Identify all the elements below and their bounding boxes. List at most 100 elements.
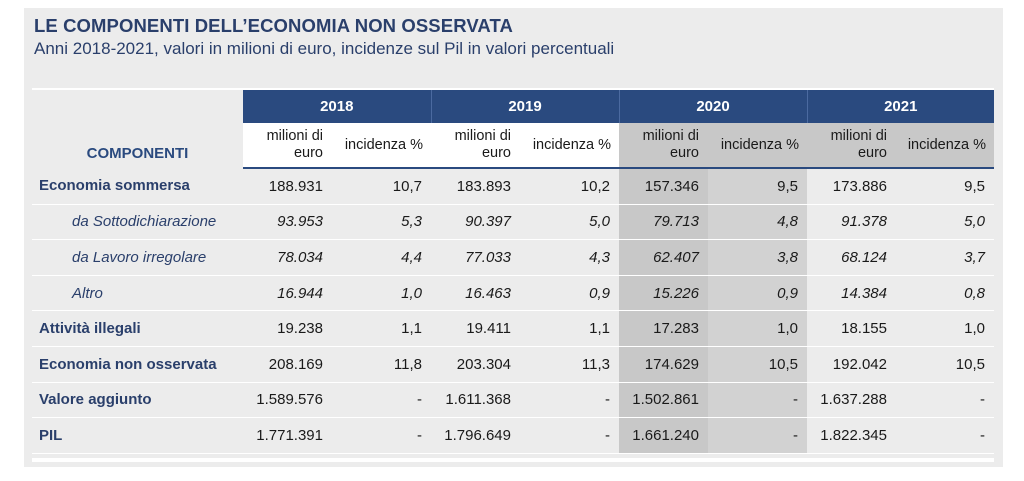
year-header: 2019 [430, 90, 619, 123]
row-label: Altro [32, 275, 243, 312]
value-cell: 14.384 [807, 275, 896, 312]
value-cell: 93.953 [243, 204, 332, 241]
value-cell: 1.661.240 [619, 417, 708, 454]
data-table: COMPONENTI 2018 2019 2020 2021 milioni d… [32, 88, 994, 454]
pct-cell: - [332, 417, 431, 454]
pct-cell: 5,0 [896, 204, 994, 241]
value-cell: 19.411 [431, 310, 520, 347]
value-cell: 1.796.649 [431, 417, 520, 454]
row-label: Valore aggiunto [32, 382, 243, 419]
row-label: Attività illegali [32, 310, 243, 347]
row-label: da Sottodichiarazione [32, 204, 243, 241]
value-cell: 203.304 [431, 346, 520, 383]
value-cell: 157.346 [619, 168, 708, 205]
pct-cell: 10,5 [896, 346, 994, 383]
pct-cell: 4,8 [708, 204, 807, 241]
pct-cell: 11,8 [332, 346, 431, 383]
sub-header-row: milioni di euro incidenza % milioni di eur… [32, 123, 994, 169]
pct-cell: 10,5 [708, 346, 807, 383]
value-cell: 188.931 [243, 168, 332, 205]
table-row: da Lavoro irregolare 78.034 4,4 77.033 4,3 62… [32, 239, 994, 276]
table-row: da Sottodichiarazione 93.953 5,3 90.397 5,0 7… [32, 204, 994, 241]
value-cell: 1.771.391 [243, 417, 332, 454]
value-cell: 1.502.861 [619, 382, 708, 419]
value-cell: 1.637.288 [807, 382, 896, 419]
value-cell: 62.407 [619, 239, 708, 276]
pct-cell: 3,8 [708, 239, 807, 276]
pct-cell: 0,9 [708, 275, 807, 312]
pct-cell: - [332, 382, 431, 419]
pct-subheader: incidenza % [520, 123, 619, 169]
year-header: 2020 [618, 90, 807, 123]
value-cell: 1.589.576 [243, 382, 332, 419]
table-row: Economia sommersa 188.931 10,7 183.893 10,2 1… [32, 168, 994, 205]
value-cell: 1.822.345 [807, 417, 896, 454]
pct-cell: 1,1 [332, 310, 431, 347]
pct-cell: 10,2 [520, 168, 619, 205]
row-label: da Lavoro irregolare [32, 239, 243, 276]
value-cell: 19.238 [243, 310, 332, 347]
value-cell: 16.944 [243, 275, 332, 312]
pct-cell: 0,8 [896, 275, 994, 312]
table-row: PIL 1.771.391-1.796.649-1.661.240-1.822.3… [32, 417, 994, 454]
value-subheader: milioni di euro [243, 123, 332, 169]
pct-cell: 5,3 [332, 204, 431, 241]
pct-subheader: incidenza % [896, 123, 994, 169]
value-cell: 17.283 [619, 310, 708, 347]
value-cell: 174.629 [619, 346, 708, 383]
value-subheader: milioni di euro [807, 123, 896, 169]
value-cell: 192.042 [807, 346, 896, 383]
pct-cell: - [520, 417, 619, 454]
table-body: Economia sommersa 188.931 10,7 183.893 10,2 1… [32, 168, 994, 454]
pct-cell: 1,0 [708, 310, 807, 347]
pct-subheader: incidenza % [332, 123, 431, 169]
row-label: PIL [32, 417, 243, 454]
value-cell: 79.713 [619, 204, 708, 241]
pct-cell: - [896, 417, 994, 454]
pct-cell: 0,9 [520, 275, 619, 312]
value-subheader: milioni di euro [619, 123, 708, 169]
pct-cell: 5,0 [520, 204, 619, 241]
pct-cell: 1,0 [332, 275, 431, 312]
value-cell: 1.611.368 [431, 382, 520, 419]
value-cell: 183.893 [431, 168, 520, 205]
table-panel: LE COMPONENTI DELL’ECONOMIA NON OSSERVAT… [24, 8, 1003, 467]
pct-cell: 9,5 [896, 168, 994, 205]
value-cell: 90.397 [431, 204, 520, 241]
pct-cell: 1,1 [520, 310, 619, 347]
year-header: 2021 [806, 90, 994, 123]
pct-cell: 10,7 [332, 168, 431, 205]
year-header-row: COMPONENTI 2018 2019 2020 2021 [32, 90, 994, 168]
value-cell: 68.124 [807, 239, 896, 276]
value-cell: 91.378 [807, 204, 896, 241]
table-title: LE COMPONENTI DELL’ECONOMIA NON OSSERVAT… [34, 15, 513, 36]
value-cell: 15.226 [619, 275, 708, 312]
pct-subheader: incidenza % [708, 123, 807, 169]
table-row: Attività illegali 19.238 1,1 19.411 1,1 17.28… [32, 310, 994, 347]
components-header: COMPONENTI [32, 90, 243, 168]
top-rule [32, 88, 994, 90]
pct-cell: - [708, 417, 807, 454]
pct-cell: 11,3 [520, 346, 619, 383]
year-header: 2018 [243, 90, 431, 123]
row-label: Economia sommersa [32, 168, 243, 205]
pct-cell: 1,0 [896, 310, 994, 347]
value-cell: 16.463 [431, 275, 520, 312]
pct-cell: - [520, 382, 619, 419]
table-row: Valore aggiunto 1.589.576-1.611.368-1.502… [32, 382, 994, 419]
pct-cell: - [708, 382, 807, 419]
value-cell: 208.169 [243, 346, 332, 383]
value-cell: 18.155 [807, 310, 896, 347]
value-cell: 77.033 [431, 239, 520, 276]
table-row: Altro 16.944 1,0 16.463 0,9 15.226 0,9 14.384 0,… [32, 275, 994, 312]
bottom-rule [32, 458, 994, 462]
table-subtitle: Anni 2018-2021, valori in milioni di eur… [34, 39, 615, 58]
pct-cell: 4,4 [332, 239, 431, 276]
value-cell: 173.886 [807, 168, 896, 205]
pct-cell: 9,5 [708, 168, 807, 205]
table-row: Economia non osservata 208.169 11,8 203.304… [32, 346, 994, 383]
row-label: Economia non osservata [32, 346, 243, 383]
pct-cell: - [896, 382, 994, 419]
pct-cell: 3,7 [896, 239, 994, 276]
value-cell: 78.034 [243, 239, 332, 276]
